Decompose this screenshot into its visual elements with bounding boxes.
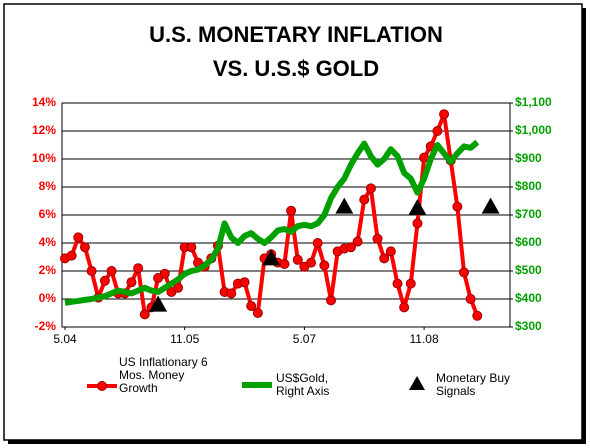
- data-point: [472, 310, 483, 321]
- data-point: [246, 301, 257, 311]
- y-tick-label: -2%: [35, 319, 57, 333]
- data-point: [226, 288, 237, 299]
- data-point: [319, 260, 330, 271]
- data-point: [99, 275, 110, 286]
- data-point: [279, 259, 290, 269]
- data-point: [186, 242, 197, 253]
- y2-tick-label: $500: [515, 263, 542, 277]
- x-tick-label: 11.08: [410, 332, 439, 346]
- chart-title: VS. U.S.$ GOLD: [213, 56, 379, 81]
- x-tick-label: 5.07: [293, 332, 317, 346]
- data-point: [372, 233, 383, 244]
- y2-tick-label: $1,100: [515, 95, 552, 109]
- data-point: [252, 308, 263, 318]
- y2-tick-label: $1,000: [515, 123, 552, 137]
- data-point: [79, 242, 90, 253]
- data-point: [86, 266, 97, 276]
- data-point: [399, 302, 410, 313]
- y-tick-label: 12%: [32, 123, 56, 137]
- data-point: [452, 201, 463, 212]
- buy-signal: [149, 295, 168, 312]
- y2-tick-label: $800: [515, 179, 542, 193]
- data-point: [239, 277, 250, 288]
- data-point: [345, 242, 356, 253]
- y2-tick-label: $600: [515, 235, 542, 249]
- data-point: [106, 266, 117, 276]
- data-point: [439, 109, 450, 120]
- legend-icon: [409, 376, 425, 390]
- legend-label: Monetary Buy Signals: [436, 371, 511, 398]
- data-point: [365, 183, 376, 194]
- data-point: [326, 295, 336, 306]
- data-point: [159, 268, 170, 279]
- y2-tick-label: $400: [515, 291, 542, 305]
- data-point: [432, 126, 443, 136]
- legend-item: US$Gold, Right Axis: [240, 372, 370, 412]
- plot-frame: [61, 102, 511, 328]
- data-point: [73, 232, 84, 243]
- legend-icon: [87, 381, 117, 391]
- legend-item: Monetary Buy Signals: [400, 372, 540, 412]
- data-point: [412, 218, 423, 229]
- y-tick-label: 4%: [39, 235, 57, 249]
- data-point: [286, 205, 297, 216]
- buy-signal: [335, 197, 354, 214]
- legend-icon: [242, 382, 272, 388]
- data-point: [306, 257, 317, 268]
- data-point: [379, 253, 390, 264]
- data-point: [139, 309, 150, 320]
- legend-label: US$Gold, Right Axis: [276, 371, 330, 398]
- y2-tick-label: $900: [515, 151, 542, 165]
- data-point: [385, 246, 396, 257]
- y2-tick-label: $700: [515, 207, 542, 221]
- buy-signal: [408, 199, 427, 215]
- y-tick-label: 10%: [32, 151, 56, 165]
- data-point: [173, 282, 184, 293]
- data-point: [66, 250, 77, 261]
- buy-signal: [262, 249, 281, 266]
- y-tick-label: 14%: [32, 95, 56, 109]
- data-point: [405, 278, 416, 289]
- data-point: [392, 278, 403, 289]
- buy-signal: [481, 197, 500, 214]
- data-point: [126, 277, 137, 288]
- data-point: [133, 263, 144, 274]
- data-point: [459, 267, 469, 278]
- y-tick-label: 8%: [39, 179, 57, 193]
- frame-shadow: [8, 440, 586, 444]
- y2-tick-label: $300: [515, 319, 542, 333]
- data-point: [352, 236, 363, 247]
- series-line: [64, 139, 480, 306]
- y-tick-label: 0%: [39, 291, 57, 305]
- chart-title: U.S. MONETARY INFLATION: [149, 22, 443, 47]
- data-point: [465, 294, 476, 304]
- data-point: [312, 238, 323, 248]
- y-tick-label: 6%: [39, 207, 57, 221]
- y-tick-label: 2%: [39, 263, 57, 277]
- data-point: [359, 194, 370, 205]
- legend-item: US Inflationary 6 Mos. Money Growth: [85, 356, 215, 426]
- frame-shadow: [582, 8, 586, 443]
- x-tick-label: 11.05: [170, 332, 199, 346]
- x-tick-label: 5.04: [53, 332, 77, 346]
- legend-label: US Inflationary 6 Mos. Money Growth: [119, 355, 208, 395]
- data-point: [292, 254, 303, 265]
